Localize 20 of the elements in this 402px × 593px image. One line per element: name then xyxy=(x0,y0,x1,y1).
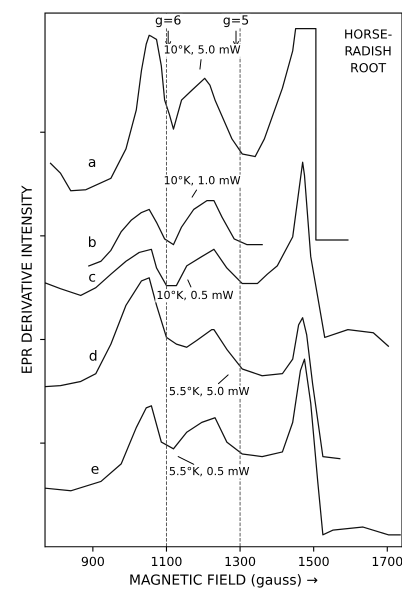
annotation: 10°K, 5.0 mW xyxy=(164,45,240,55)
series-label: d xyxy=(90,350,96,361)
annotation: HORSE- RADISH ROOT xyxy=(345,29,392,72)
annotation: 10°K, 1.0 mW xyxy=(164,176,240,186)
x-tick-label: 1700 xyxy=(372,556,402,566)
y-axis-title: EPR DERIVATIVE INTENSITY xyxy=(21,185,32,373)
annotation: 5.5°K, 5.0 mW xyxy=(170,386,250,396)
x-tick-label: 900 xyxy=(82,556,104,566)
text: g=6 xyxy=(156,15,181,28)
x-tick-label: 1500 xyxy=(299,556,329,566)
x-axis-title: MAGNETIC FIELD (gauss) → xyxy=(130,574,318,588)
series-label: c xyxy=(89,274,96,282)
series-label: a xyxy=(88,159,96,168)
series-label: e xyxy=(91,466,99,474)
text: g=5 xyxy=(224,15,248,28)
x-tick-label: 1100 xyxy=(152,556,182,566)
x-tick-label: 1300 xyxy=(226,556,256,566)
series-label: b xyxy=(88,236,96,248)
annotation: 10°K, 0.5 mW xyxy=(158,290,234,300)
annotation: 5.5°K, 0.5 mW xyxy=(170,466,250,476)
